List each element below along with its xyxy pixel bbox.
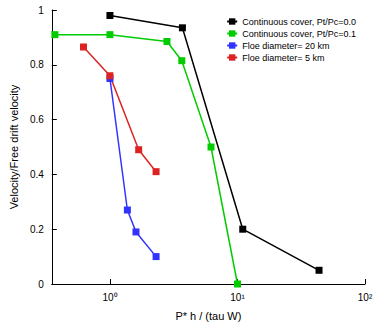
- svg-text:Velocity/Free drift velocity: Velocity/Free drift velocity: [8, 84, 20, 209]
- svg-text:0.6: 0.6: [30, 114, 44, 125]
- svg-text:0.4: 0.4: [30, 169, 44, 180]
- svg-text:10²: 10²: [358, 292, 373, 303]
- svg-text:P* h / (tau W): P* h / (tau W): [175, 310, 241, 322]
- svg-text:1: 1: [38, 5, 44, 16]
- svg-text:Floe diameter= 5 km: Floe diameter= 5 km: [242, 53, 324, 63]
- svg-text:0: 0: [38, 279, 44, 290]
- svg-text:10¹: 10¹: [230, 292, 245, 303]
- svg-text:0.8: 0.8: [30, 59, 44, 70]
- svg-text:Floe diameter= 20 km: Floe diameter= 20 km: [242, 41, 329, 51]
- svg-text:0.2: 0.2: [30, 224, 44, 235]
- svg-text:Continuous cover, Pt/Pc=0.0: Continuous cover, Pt/Pc=0.0: [242, 17, 356, 27]
- svg-text:10⁰: 10⁰: [102, 292, 117, 303]
- svg-text:Continuous cover, Pt/Pc=0.1: Continuous cover, Pt/Pc=0.1: [242, 29, 356, 39]
